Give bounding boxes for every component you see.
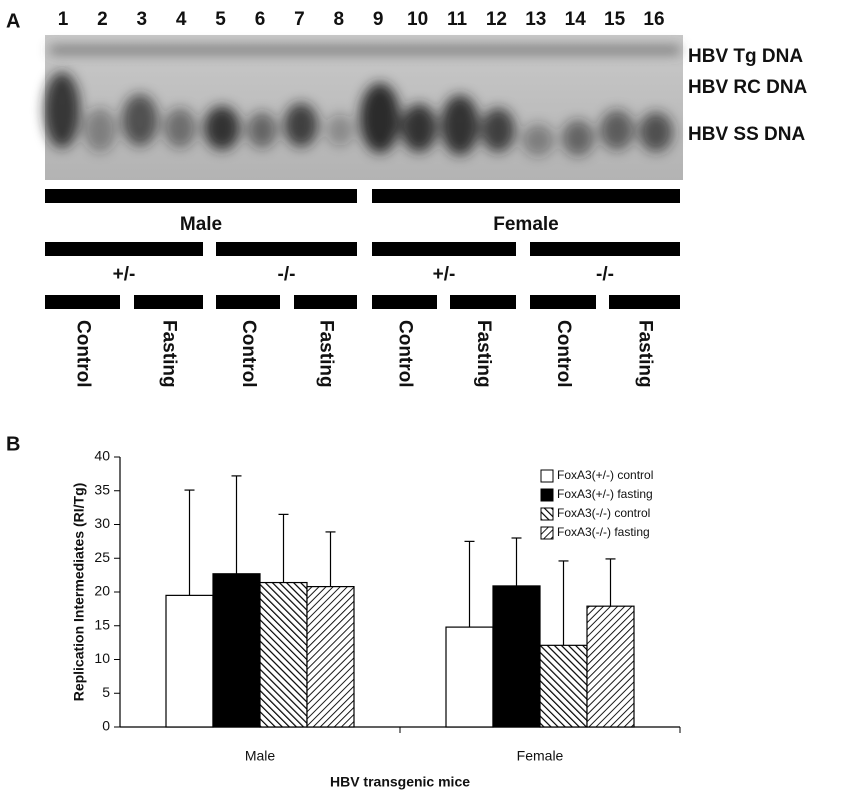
legend-swatch [541,470,553,482]
bar [307,587,354,727]
group-bar [530,242,680,256]
treatment-label: Fasting [634,320,655,388]
bar [493,586,540,727]
lane-number: 8 [334,9,345,30]
group-bar [372,295,437,309]
bar [540,645,587,727]
bar [213,574,260,727]
treatment-label: Fasting [158,320,179,388]
legend-label: FoxA3(-/-) control [557,506,650,520]
y-tick-label: 10 [94,650,110,666]
lane-number: 13 [525,9,546,30]
group-bar [530,295,596,309]
legend-swatch [541,508,553,520]
group-bar [45,242,203,256]
y-tick-label: 30 [94,515,110,531]
lane-number: 3 [137,9,148,30]
lane-number: 12 [486,9,507,30]
lane-number: 7 [294,9,305,30]
y-tick-label: 15 [94,616,110,632]
genotype-label: +/- [433,264,456,285]
legend-swatch [541,527,553,539]
treatment-label: Control [238,320,259,388]
bar [587,606,634,727]
sex-label: Male [180,214,222,235]
bar [446,627,493,727]
genotype-label: -/- [278,264,296,285]
lane-number: 1 [58,9,69,30]
group-bar [609,295,680,309]
lane-number: 14 [565,9,587,30]
sex-label: Female [493,214,558,235]
legend-swatch [541,489,553,501]
lane-number: 10 [407,9,428,30]
genotype-label: -/- [596,264,614,285]
bar [166,595,213,727]
group-bar [45,189,357,203]
group-bar [372,242,516,256]
lane-number: 16 [643,9,664,30]
legend-label: FoxA3(+/-) fasting [557,487,653,501]
treatment-label: Control [394,320,415,388]
lane-number: 11 [447,9,468,30]
x-axis-label: HBV transgenic mice [330,774,470,790]
panel-label: A [6,10,20,32]
band-label: HBV RC DNA [688,77,808,98]
lane-number: 5 [215,9,226,30]
x-tick-label: Female [517,748,564,764]
treatment-label: Fasting [473,320,494,388]
group-bar [450,295,516,309]
x-tick-label: Male [245,748,276,764]
genotype-label: +/- [113,264,136,285]
lane-number: 4 [176,9,187,30]
treatment-label: Fasting [315,320,336,388]
lane-number: 6 [255,9,266,30]
bar [260,583,307,727]
lane-number: 15 [604,9,626,30]
lane-number: 9 [373,9,384,30]
treatment-label: Control [553,320,574,388]
panel-label: B [6,433,20,455]
y-tick-label: 0 [102,718,110,734]
group-bar [294,295,357,309]
legend-label: FoxA3(+/-) control [557,468,653,482]
group-bar [134,295,203,309]
group-bar [216,295,280,309]
gel-image [44,35,683,180]
group-bar [45,295,120,309]
figure: A12345678910111213141516HBV Tg DNAHBV RC… [0,0,843,791]
treatment-label: Control [72,320,93,388]
band-label: HBV SS DNA [688,124,805,145]
y-tick-label: 40 [94,448,110,464]
y-tick-label: 25 [94,549,110,565]
y-tick-label: 5 [102,684,110,700]
legend-label: FoxA3(-/-) fasting [557,525,650,539]
group-bar [216,242,357,256]
y-axis-label: Replication Intermediates (RI/Tg) [71,483,87,702]
group-bar [372,189,680,203]
band-label: HBV Tg DNA [688,46,803,67]
y-tick-label: 35 [94,481,110,497]
lane-number: 2 [97,9,108,30]
y-tick-label: 20 [94,583,110,599]
